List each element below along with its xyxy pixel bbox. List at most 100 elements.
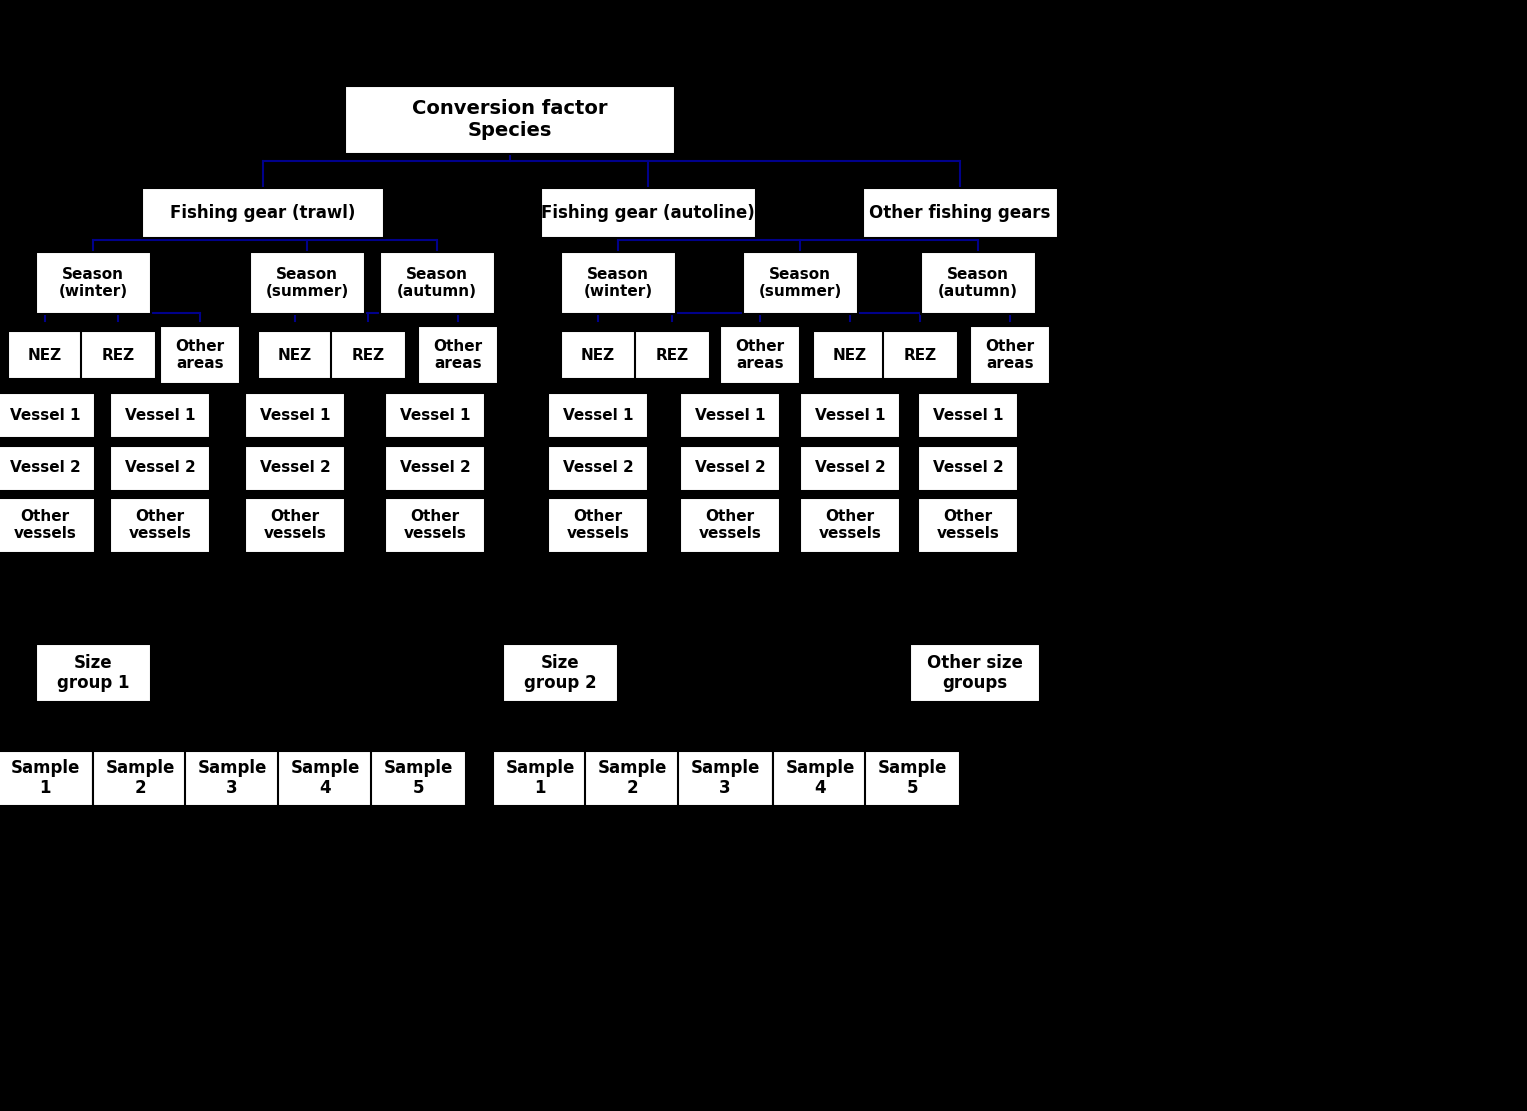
FancyBboxPatch shape	[330, 331, 406, 379]
FancyBboxPatch shape	[160, 326, 240, 384]
FancyBboxPatch shape	[548, 392, 647, 438]
Text: Vessel 2: Vessel 2	[400, 460, 470, 476]
Text: Season
(winter): Season (winter)	[58, 267, 128, 299]
Text: Vessel 1: Vessel 1	[563, 408, 634, 422]
FancyBboxPatch shape	[918, 446, 1019, 490]
Text: Vessel 1: Vessel 1	[260, 408, 330, 422]
FancyBboxPatch shape	[81, 331, 156, 379]
Text: NEZ: NEZ	[278, 348, 312, 362]
FancyBboxPatch shape	[244, 446, 345, 490]
Text: Sample
5: Sample 5	[383, 759, 452, 798]
Text: Sample
5: Sample 5	[878, 759, 947, 798]
Text: Vessel 1: Vessel 1	[9, 408, 81, 422]
Text: Season
(autumn): Season (autumn)	[397, 267, 476, 299]
Text: Other
vessels: Other vessels	[264, 509, 327, 541]
Text: Vessel 2: Vessel 2	[933, 460, 1003, 476]
FancyBboxPatch shape	[345, 86, 675, 154]
Text: NEZ: NEZ	[580, 348, 615, 362]
FancyBboxPatch shape	[585, 751, 680, 805]
Text: Sample
1: Sample 1	[11, 759, 79, 798]
Text: Other
vessels: Other vessels	[403, 509, 466, 541]
Text: Sample
4: Sample 4	[290, 759, 360, 798]
FancyBboxPatch shape	[921, 252, 1035, 314]
Text: REZ: REZ	[101, 348, 134, 362]
FancyBboxPatch shape	[502, 644, 617, 702]
FancyBboxPatch shape	[0, 751, 93, 805]
FancyBboxPatch shape	[680, 392, 780, 438]
Text: Sample
3: Sample 3	[690, 759, 760, 798]
Text: NEZ: NEZ	[832, 348, 867, 362]
Text: Vessel 2: Vessel 2	[695, 460, 765, 476]
Text: Other
areas: Other areas	[176, 339, 224, 371]
FancyBboxPatch shape	[560, 252, 675, 314]
Text: REZ: REZ	[904, 348, 936, 362]
Text: Size
group 1: Size group 1	[56, 653, 130, 692]
FancyBboxPatch shape	[380, 252, 495, 314]
FancyBboxPatch shape	[385, 498, 486, 552]
FancyBboxPatch shape	[883, 331, 957, 379]
FancyBboxPatch shape	[548, 446, 647, 490]
FancyBboxPatch shape	[493, 751, 588, 805]
Text: Vessel 1: Vessel 1	[400, 408, 470, 422]
Text: Other
areas: Other areas	[736, 339, 785, 371]
Text: Vessel 2: Vessel 2	[125, 460, 195, 476]
FancyBboxPatch shape	[918, 498, 1019, 552]
FancyBboxPatch shape	[0, 498, 95, 552]
Text: Other
vessels: Other vessels	[14, 509, 76, 541]
Text: Sample
2: Sample 2	[597, 759, 667, 798]
FancyBboxPatch shape	[185, 751, 279, 805]
Text: Sample
2: Sample 2	[105, 759, 174, 798]
Text: Conversion factor
Species: Conversion factor Species	[412, 100, 608, 140]
Text: REZ: REZ	[351, 348, 385, 362]
Text: Other
areas: Other areas	[985, 339, 1035, 371]
Text: Sample
3: Sample 3	[197, 759, 267, 798]
FancyBboxPatch shape	[863, 188, 1058, 238]
FancyBboxPatch shape	[680, 446, 780, 490]
FancyBboxPatch shape	[773, 751, 867, 805]
FancyBboxPatch shape	[110, 392, 211, 438]
FancyBboxPatch shape	[560, 331, 635, 379]
FancyBboxPatch shape	[970, 326, 1051, 384]
FancyBboxPatch shape	[800, 498, 899, 552]
Text: Other
areas: Other areas	[434, 339, 483, 371]
FancyBboxPatch shape	[110, 498, 211, 552]
FancyBboxPatch shape	[244, 392, 345, 438]
Text: NEZ: NEZ	[27, 348, 63, 362]
FancyBboxPatch shape	[812, 331, 887, 379]
Text: Vessel 1: Vessel 1	[125, 408, 195, 422]
FancyBboxPatch shape	[385, 392, 486, 438]
Text: Other
vessels: Other vessels	[698, 509, 762, 541]
Text: Vessel 2: Vessel 2	[814, 460, 886, 476]
Text: Sample
1: Sample 1	[505, 759, 574, 798]
Text: Other size
groups: Other size groups	[927, 653, 1023, 692]
FancyBboxPatch shape	[418, 326, 498, 384]
Text: Sample
4: Sample 4	[785, 759, 855, 798]
Text: REZ: REZ	[655, 348, 689, 362]
Text: Other
vessels: Other vessels	[128, 509, 191, 541]
Text: Other fishing gears: Other fishing gears	[869, 204, 1051, 222]
FancyBboxPatch shape	[385, 446, 486, 490]
FancyBboxPatch shape	[244, 498, 345, 552]
FancyBboxPatch shape	[35, 252, 151, 314]
FancyBboxPatch shape	[800, 392, 899, 438]
Text: Size
group 2: Size group 2	[524, 653, 597, 692]
Text: Vessel 2: Vessel 2	[562, 460, 634, 476]
Text: Other
vessels: Other vessels	[818, 509, 881, 541]
FancyBboxPatch shape	[249, 252, 365, 314]
FancyBboxPatch shape	[678, 751, 773, 805]
Text: Season
(autumn): Season (autumn)	[938, 267, 1019, 299]
FancyBboxPatch shape	[721, 326, 800, 384]
FancyBboxPatch shape	[742, 252, 858, 314]
Text: Season
(summer): Season (summer)	[266, 267, 348, 299]
FancyBboxPatch shape	[110, 446, 211, 490]
FancyBboxPatch shape	[0, 446, 95, 490]
Text: Vessel 1: Vessel 1	[933, 408, 1003, 422]
FancyBboxPatch shape	[35, 644, 151, 702]
Text: Vessel 2: Vessel 2	[9, 460, 81, 476]
Text: Season
(summer): Season (summer)	[759, 267, 841, 299]
Text: Other
vessels: Other vessels	[936, 509, 1000, 541]
Text: Other
vessels: Other vessels	[567, 509, 629, 541]
Text: Vessel 1: Vessel 1	[695, 408, 765, 422]
FancyBboxPatch shape	[635, 331, 710, 379]
FancyBboxPatch shape	[142, 188, 383, 238]
